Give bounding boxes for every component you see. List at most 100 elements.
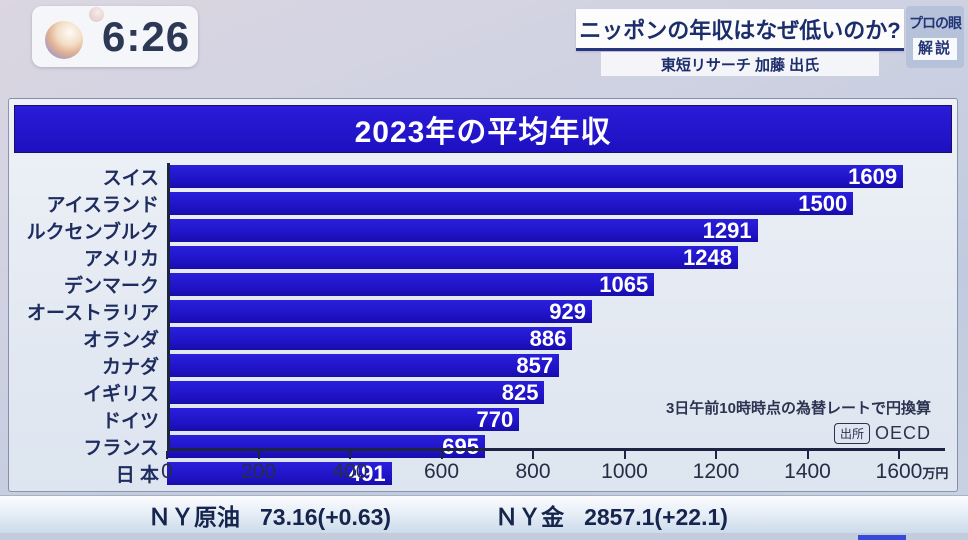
note-block: 3日午前10時時点の為替レートで円換算 出所 OECD [666, 397, 931, 444]
bar-track: 1609 [167, 163, 904, 190]
bar-label: ルクセンブルク [26, 222, 159, 243]
commentary-badge: 解説 [913, 38, 957, 60]
axis-ticks: 0 200 400 600 800 1000 1200 1400 1600 万円 [161, 451, 948, 491]
bar: 1500 [167, 190, 854, 216]
bar-value: 491 [348, 460, 386, 486]
bar-label: デンマーク [63, 276, 159, 297]
bar-track: 1065 [167, 271, 899, 298]
bar: 1065 [167, 272, 655, 297]
axis-unit-label: 万円 [922, 466, 949, 481]
ticker-bar: ＮＹ原油 73.16(+0.63) ＮＹ金 2857.1(+22.1) [0, 495, 968, 533]
bar: 1291 [167, 217, 758, 243]
chart-title-banner: 2023年の平均年収 [14, 105, 952, 153]
bar-track: 770 [167, 406, 899, 433]
bar-label: アイスランド [46, 195, 159, 216]
program-title-box: ニッポンの年収はなぜ低いのか? [576, 9, 904, 51]
bar-row: 日 本 491 [9, 460, 957, 487]
ticker-value: 73.16(+0.63) [260, 503, 392, 530]
bar-row: スイス 1609 [9, 163, 957, 190]
axis-tick [349, 451, 351, 459]
ticker-value: 2857.1(+22.1) [584, 503, 728, 530]
bar-value: 825 [501, 379, 539, 405]
bar-track: 825 [167, 379, 899, 406]
ticker-label: ＮＹ金 [495, 503, 565, 530]
axis-tick-label: 1200 [692, 460, 740, 483]
ticker-label: ＮＹ原油 [148, 503, 240, 530]
ticker-item: ＮＹ金 2857.1(+22.1) [495, 498, 728, 532]
chart-card: 2023年の平均年収 スイス 1609 アイスランド 1500 ルクセンブルク 1291 ア… [8, 98, 958, 492]
axis-tick [898, 451, 900, 459]
bar: 491 [167, 460, 392, 486]
bar-label: スイス [102, 168, 159, 189]
bar-track: 929 [167, 298, 899, 325]
segment-name: プロの眼 [909, 15, 962, 31]
bar: 886 [167, 325, 573, 351]
segment-badge: プロの眼 解説 [906, 6, 964, 68]
bottom-strip [0, 533, 968, 540]
axis-tick-label: 400 [332, 460, 368, 483]
bar-row: フランス 695 [9, 433, 957, 460]
axis-tick [623, 451, 626, 459]
source-name: OECD [874, 423, 931, 443]
source-label: 出所 [833, 423, 870, 444]
bar-row: アイスランド 1500 [9, 190, 957, 217]
axis-tick [532, 451, 534, 459]
bar-track: 857 [167, 352, 899, 379]
bar: 825 [167, 379, 545, 405]
program-title: ニッポンの年収はなぜ低いのか? [579, 17, 901, 43]
bar-row: ドイツ 770 [9, 406, 957, 433]
bar-track: 491 [167, 460, 899, 487]
axis-tick-label: 600 [423, 460, 460, 483]
source-line: 出所 OECD [666, 423, 931, 444]
axis-tick-label: 0 [161, 460, 173, 483]
bar-value: 695 [442, 433, 479, 459]
bar-label: フランス [83, 438, 159, 459]
ticker-item: ＮＹ原油 73.16(+0.63) [148, 498, 391, 532]
bar: 1248 [167, 244, 738, 270]
bar-row: ルクセンブルク 1291 [9, 217, 957, 244]
axis-tick-label: 1000 [601, 460, 648, 483]
bar-value: 857 [516, 352, 554, 378]
axis-tick-label: 1600 万円 [875, 460, 949, 483]
exchange-rate-note: 3日午前10時時点の為替レートで円換算 [665, 400, 931, 417]
y-axis-line [167, 163, 170, 451]
axis-tick [440, 451, 443, 459]
bar-label: ドイツ [101, 411, 159, 432]
bar-label: オーストラリア [26, 303, 159, 324]
bar-track: 1500 [167, 190, 899, 217]
bar-row: オランダ 886 [9, 325, 957, 352]
bar-value: 1291 [702, 217, 752, 243]
bar-track: 886 [167, 325, 899, 352]
bar-label: イギリス [82, 384, 159, 405]
bar-row: オーストラリア 929 [9, 298, 957, 325]
bar-label: アメリカ [83, 249, 159, 270]
bar-label: カナダ [101, 357, 159, 378]
axis-tick [166, 451, 168, 459]
bar-value: 1609 [848, 163, 898, 189]
bar-row: デンマーク 1065 [9, 271, 957, 298]
axis-tick-label: 200 [240, 460, 277, 483]
bar: 857 [167, 352, 560, 378]
bottom-logo-sliver [858, 535, 906, 540]
bar-value: 770 [476, 406, 514, 432]
bar: 929 [167, 299, 593, 324]
clock-time: 6:26 [102, 13, 191, 60]
bar-value: 886 [529, 325, 567, 351]
bar-label: 日 本 [115, 465, 159, 486]
bar: 1609 [167, 163, 904, 189]
bar-label: オランダ [82, 330, 159, 351]
bar-row: カナダ 857 [9, 352, 957, 379]
axis-tick-label: 1400 [784, 460, 831, 483]
bar-row: アメリカ 1248 [9, 244, 957, 271]
axis-tick [806, 451, 809, 459]
bar-row: イギリス 825 [9, 379, 957, 406]
bar-value: 1500 [798, 190, 848, 216]
weather-small-moon-icon [89, 7, 104, 22]
weather-moon-icon [45, 21, 83, 59]
bar-track: 695 [167, 433, 899, 460]
bar-value: 1248 [683, 244, 732, 270]
bar: 695 [167, 433, 485, 459]
bar-rows: スイス 1609 アイスランド 1500 ルクセンブルク 1291 アメリカ 1248 デンマー… [9, 163, 957, 486]
clock-badge: 6:26 [32, 6, 198, 67]
x-axis-baseline [167, 448, 945, 451]
